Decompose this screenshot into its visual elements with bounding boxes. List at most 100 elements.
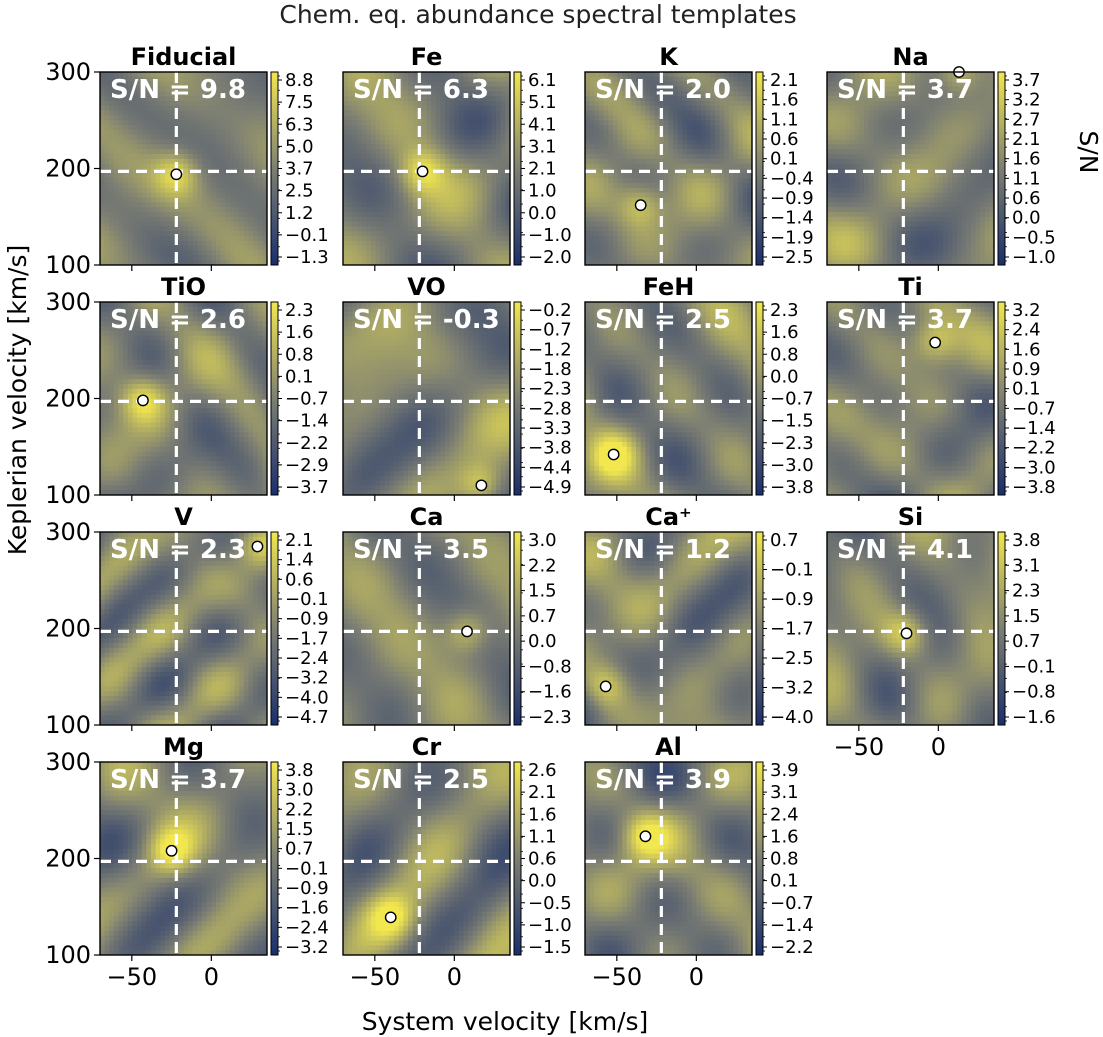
heatmap-cell — [243, 139, 249, 145]
heatmap-cell — [724, 144, 730, 150]
heatmap-cell — [211, 86, 217, 92]
heatmap-cell — [463, 182, 469, 189]
colorbar-tick-label: 7.5 — [285, 92, 314, 113]
heatmap-cell — [477, 91, 483, 97]
heatmap-cell — [169, 207, 175, 213]
heatmap-cell — [389, 202, 395, 208]
heatmap-cell — [668, 115, 674, 121]
heatmap-cell — [491, 144, 497, 150]
heatmap-cell — [164, 182, 170, 189]
heatmap-cell — [146, 250, 152, 256]
heatmap-cell — [431, 76, 437, 83]
heatmap-cell — [262, 231, 268, 237]
heatmap-cell — [608, 149, 614, 155]
heatmap-cell — [738, 139, 744, 145]
heatmap-cell — [151, 134, 157, 140]
heatmap-cell — [164, 149, 170, 155]
heatmap-cell — [389, 168, 395, 174]
heatmap-cell — [649, 154, 655, 160]
heatmap-cell — [710, 115, 716, 121]
heatmap-cell — [598, 178, 604, 184]
heatmap-cell — [366, 173, 372, 179]
heatmap-cell — [640, 158, 646, 165]
heatmap-cell — [649, 76, 655, 83]
heatmap-cell — [123, 245, 129, 251]
heatmap-cell — [435, 231, 441, 237]
heatmap-cell — [343, 158, 349, 165]
heatmap-cell — [234, 72, 240, 78]
heatmap-cell — [211, 216, 217, 222]
heatmap-cell — [421, 129, 427, 136]
heatmap-cell — [687, 149, 693, 155]
heatmap-cell — [253, 158, 259, 165]
heatmap-cell — [598, 207, 604, 213]
heatmap-cell — [398, 182, 404, 189]
heatmap-cell — [654, 81, 660, 87]
heatmap-cell — [910, 105, 916, 112]
heatmap-cell — [445, 134, 451, 140]
heatmap-cell — [496, 178, 502, 184]
heatmap-cell — [151, 226, 157, 232]
heatmap-cell — [435, 158, 441, 165]
heatmap-cell — [449, 86, 455, 92]
heatmap-cell — [220, 158, 226, 165]
heatmap-cell — [229, 236, 235, 242]
heatmap-cell — [183, 134, 189, 140]
heatmap-cell — [491, 76, 497, 83]
heatmap-cell — [183, 260, 189, 266]
heatmap-cell — [468, 81, 474, 87]
heatmap-cell — [645, 221, 651, 227]
heatmap-cell — [160, 81, 166, 87]
heatmap-cell — [104, 202, 110, 208]
heatmap-cell — [380, 81, 386, 87]
heatmap-cell — [188, 231, 194, 237]
heatmap-cell — [472, 221, 478, 227]
heatmap-cell — [626, 129, 632, 136]
heatmap-cell — [947, 115, 953, 121]
heatmap-cell — [468, 245, 474, 251]
heatmap-cell — [705, 255, 711, 261]
heatmap-cell — [356, 72, 362, 78]
heatmap-cell — [873, 129, 879, 136]
heatmap-cell — [262, 173, 268, 179]
heatmap-cell — [100, 139, 106, 145]
heatmap-cell — [137, 197, 143, 203]
heatmap-cell — [356, 207, 362, 213]
heatmap-cell — [654, 144, 660, 150]
heatmap-cell — [831, 100, 837, 107]
heatmap-cell — [132, 192, 138, 198]
heatmap-cell — [682, 207, 688, 213]
heatmap-cell — [262, 105, 268, 112]
heatmap-cell — [617, 221, 623, 227]
heatmap-cell — [215, 250, 222, 256]
heatmap-cell — [123, 81, 129, 87]
heatmap-cell — [435, 163, 441, 169]
heatmap-cell — [868, 134, 874, 140]
heatmap-cell — [253, 250, 259, 256]
heatmap-cell — [649, 173, 655, 179]
heatmap-cell — [500, 129, 506, 136]
heatmap-cell — [113, 154, 119, 160]
heatmap-cell — [594, 134, 600, 140]
heatmap-cell — [687, 211, 693, 218]
heatmap-cell — [361, 149, 367, 155]
heatmap-cell — [608, 129, 614, 136]
heatmap-cell — [435, 236, 441, 242]
heatmap-cell — [719, 81, 725, 87]
heatmap-cell — [384, 226, 390, 232]
heatmap-cell — [589, 231, 595, 237]
heatmap-cell — [594, 260, 600, 266]
heatmap-cell — [742, 260, 748, 266]
heatmap-cell — [827, 134, 833, 140]
heatmap-cell — [398, 207, 404, 213]
heatmap-cell — [132, 125, 138, 131]
heatmap-cell — [127, 81, 133, 87]
heatmap-cell — [733, 125, 739, 131]
heatmap-cell — [608, 120, 614, 126]
heatmap-cell — [234, 168, 240, 174]
heatmap-cell — [248, 134, 254, 140]
heatmap-cell — [370, 76, 376, 83]
heatmap-cell — [384, 187, 390, 194]
heatmap-cell — [733, 144, 739, 150]
heatmap-cell — [956, 125, 962, 131]
